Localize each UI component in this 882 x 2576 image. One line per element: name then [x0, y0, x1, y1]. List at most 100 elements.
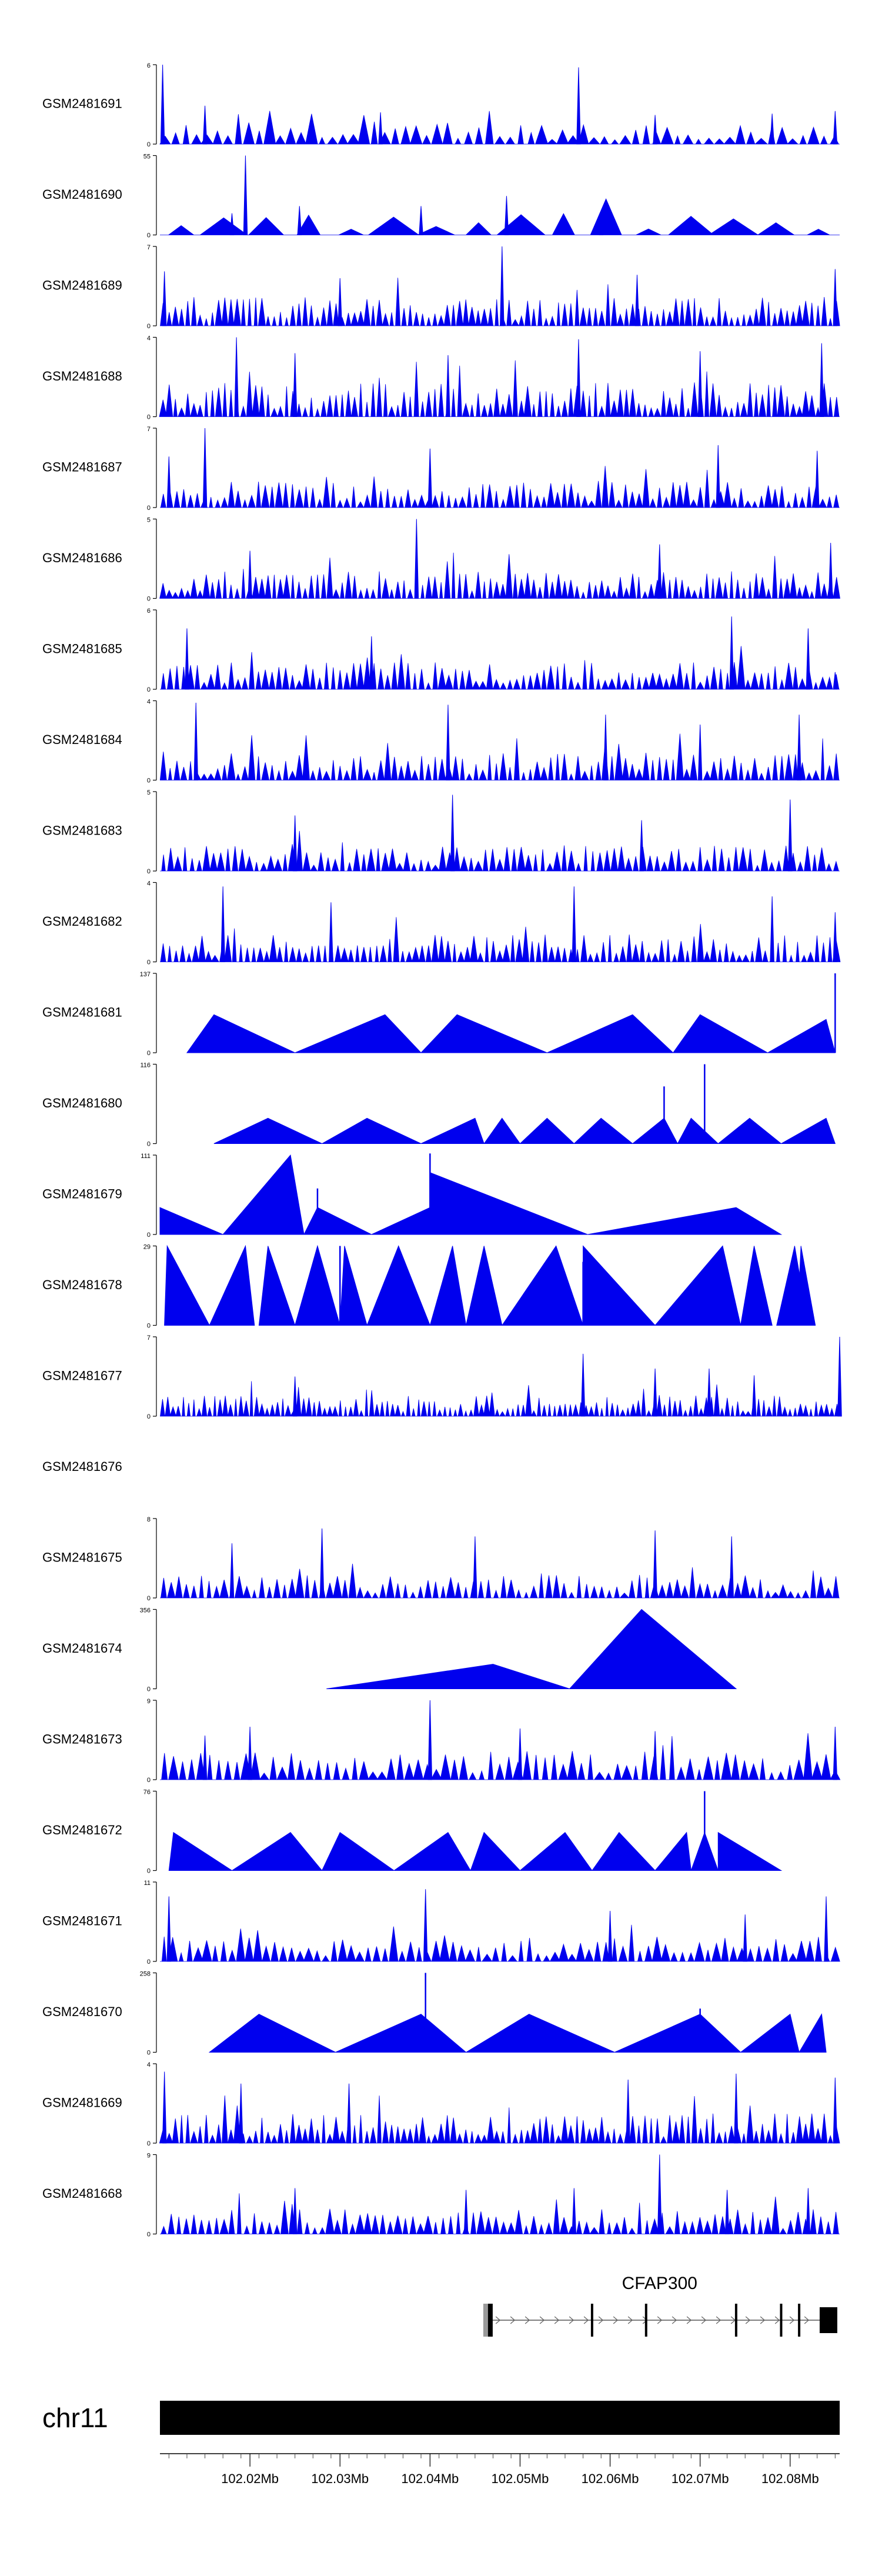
track-GSM2481668: GSM2481668 9 0 [42, 2153, 840, 2238]
gene-strand-arrow [671, 2316, 677, 2324]
track-ymin-label: 0 [147, 2231, 151, 2238]
coverage-peak [607, 1911, 613, 1962]
gene-strand-arrow [613, 2316, 619, 2324]
coverage-peak [837, 1336, 842, 1417]
coverage-peak [766, 1019, 836, 1053]
coverage-peak [634, 275, 640, 326]
coverage-peak [734, 2073, 739, 2144]
coverage-peak [591, 1831, 656, 1871]
coverage-area [160, 278, 840, 326]
track-ymax-label: 4 [147, 2061, 151, 2068]
coverage-peak [717, 1831, 783, 1871]
coverage-peak [162, 2071, 167, 2144]
coverage-peak [572, 2188, 577, 2234]
coverage-area [160, 1381, 840, 1417]
coverage-area [160, 1563, 840, 1599]
gene-strand-arrow [539, 2316, 545, 2324]
track-GSM2481683: GSM2481683 5 0 [42, 789, 840, 875]
coverage-peak [672, 1014, 769, 1053]
track-ymax-label: 116 [140, 1062, 151, 1069]
coverage-peak [419, 206, 423, 235]
coverage-peak [653, 1731, 657, 1780]
coverage-peak [166, 1896, 172, 1962]
track-ymax-label: 29 [143, 1244, 151, 1251]
coverage-peak [239, 2083, 243, 2144]
track-label: GSM2481683 [42, 823, 122, 838]
coverage-area [159, 2095, 840, 2144]
gene-utr [483, 2304, 489, 2337]
coverage-peak [292, 2188, 298, 2234]
coverage-peak [346, 2083, 352, 2144]
track-label: GSM2481674 [42, 1641, 122, 1656]
coverage-peak [626, 2079, 630, 2144]
coverage-peak [371, 1207, 430, 1235]
coverage-peak [639, 820, 644, 872]
gene-strand-arrow [627, 2316, 633, 2324]
track-label: GSM2481678 [42, 1277, 122, 1292]
coverage-peak [833, 111, 838, 145]
track-ymin-label: 0 [147, 1323, 151, 1330]
gene-strand-arrow [510, 2316, 516, 2324]
coverage-peak [429, 1246, 467, 1326]
coverage-peak [677, 1117, 719, 1144]
coverage-peak [465, 2014, 615, 2053]
coverage-peak [470, 1831, 521, 1871]
coverage-peak [209, 1244, 255, 1326]
track-ymin-label: 0 [147, 1232, 151, 1239]
coverage-peak [833, 2077, 838, 2144]
coverage-peak [335, 2014, 467, 2053]
coverage-peak [572, 886, 577, 962]
coverage-peak [202, 428, 208, 508]
coverage-peak [587, 1207, 783, 1235]
coverage-area [160, 646, 840, 690]
track-ymin-label: 0 [147, 686, 151, 693]
gene-strand-arrow [701, 2316, 707, 2324]
track-label: GSM2481671 [42, 1914, 122, 1928]
coverage-peak [326, 1664, 570, 1689]
coverage-peak [248, 550, 252, 599]
gene-annotation-track: CFAP300 [483, 2274, 837, 2337]
track-label: GSM2481684 [42, 732, 122, 747]
coverage-peak [614, 2014, 741, 2053]
coverage-peak [657, 2154, 662, 2234]
signal-tracks: GSM248169160GSM2481690550GSM248168970GSM… [42, 62, 842, 2238]
track-ymax-label: 6 [147, 608, 151, 615]
coverage-peak [366, 1245, 431, 1326]
coverage-area [159, 552, 840, 599]
chromosome-label: chr11 [42, 2403, 108, 2433]
gene-exon [734, 2304, 737, 2337]
coverage-peak [517, 1728, 523, 1780]
gene-strand-arrow [804, 2316, 810, 2324]
track-GSM2481676: GSM2481676 [42, 1459, 122, 1474]
gene-strand-arrow [583, 2316, 589, 2324]
track-GSM2481673: GSM2481673 9 0 [42, 1698, 841, 1784]
track-GSM2481678: GSM2481678 29 0 [42, 1244, 816, 1330]
coverage-peak [229, 1543, 235, 1599]
track-ymin-label: 0 [147, 1686, 151, 1693]
gene-strand-arrow [569, 2316, 574, 2324]
track-ymin-label: 0 [147, 778, 151, 785]
track-GSM2481685: GSM2481685 6 0 [42, 608, 840, 693]
track-label: GSM2481681 [42, 1005, 122, 1020]
track-label: GSM2481687 [42, 460, 122, 475]
coverage-peak [193, 702, 198, 780]
track-GSM2481687: GSM2481687 7 0 [42, 426, 840, 512]
track-ymax-label: 8 [147, 1516, 151, 1523]
coverage-peak [729, 1536, 734, 1599]
axis-tick-label: 102.04Mb [401, 2471, 459, 2486]
coverage-peak [547, 1014, 674, 1053]
coverage-area [160, 1924, 840, 1962]
coverage-peak [740, 2013, 800, 2053]
coverage-peak [319, 1528, 325, 1599]
track-GSM2481688: GSM2481688 4 0 [42, 335, 840, 421]
coverage-peak [576, 67, 581, 145]
track-ymax-label: 7 [147, 426, 151, 433]
genomic-axis: 102.02Mb 102.03Mb 102.04Mb 102.05Mb 102.06Mb… [160, 2453, 840, 2486]
coverage-peak [743, 1914, 747, 1962]
coverage-peak [420, 1117, 485, 1144]
coverage-peak [303, 1207, 372, 1235]
axis-tick-label: 102.03Mb [311, 2471, 369, 2486]
coverage-peak [599, 213, 604, 235]
gene-exon [819, 2307, 837, 2333]
